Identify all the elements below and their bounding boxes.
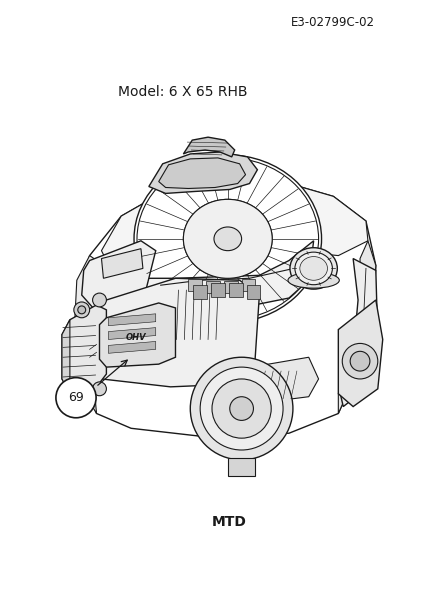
Ellipse shape (137, 158, 318, 320)
Circle shape (200, 367, 283, 450)
Polygon shape (109, 314, 156, 326)
Text: E3-02799C-02: E3-02799C-02 (291, 16, 375, 29)
Ellipse shape (288, 272, 339, 288)
Circle shape (74, 302, 89, 318)
Polygon shape (188, 279, 202, 291)
Polygon shape (242, 279, 255, 291)
Polygon shape (159, 158, 245, 188)
Polygon shape (229, 283, 243, 297)
Circle shape (56, 377, 96, 418)
Text: 69: 69 (68, 391, 84, 404)
Polygon shape (149, 152, 257, 193)
Polygon shape (62, 320, 70, 394)
Polygon shape (101, 248, 143, 278)
Polygon shape (224, 281, 238, 293)
Polygon shape (100, 303, 176, 367)
Polygon shape (246, 285, 260, 299)
Polygon shape (338, 300, 383, 407)
Polygon shape (74, 256, 112, 413)
Polygon shape (338, 241, 376, 413)
Ellipse shape (214, 227, 242, 251)
Circle shape (92, 293, 106, 307)
Ellipse shape (183, 199, 272, 278)
Polygon shape (240, 357, 318, 404)
Circle shape (78, 306, 86, 314)
Ellipse shape (295, 252, 332, 285)
Ellipse shape (300, 257, 327, 280)
Ellipse shape (134, 155, 321, 323)
Polygon shape (92, 278, 259, 387)
Circle shape (350, 352, 370, 371)
Circle shape (212, 379, 271, 438)
Polygon shape (183, 137, 235, 157)
Ellipse shape (183, 199, 272, 278)
Text: MTD: MTD (211, 515, 246, 529)
Polygon shape (62, 305, 106, 394)
Circle shape (92, 382, 106, 396)
Circle shape (190, 357, 293, 460)
Polygon shape (340, 259, 378, 407)
Polygon shape (101, 179, 368, 271)
Polygon shape (141, 241, 314, 308)
Text: OHV: OHV (126, 333, 146, 342)
Polygon shape (77, 179, 376, 436)
Polygon shape (206, 281, 220, 293)
Polygon shape (228, 458, 255, 476)
Polygon shape (211, 283, 225, 297)
Circle shape (230, 397, 254, 421)
Text: Model: 6 X 65 RHB: Model: 6 X 65 RHB (118, 85, 248, 98)
Polygon shape (193, 285, 207, 299)
Polygon shape (109, 341, 156, 353)
Circle shape (342, 343, 378, 379)
Polygon shape (82, 241, 156, 312)
Ellipse shape (290, 248, 338, 289)
Polygon shape (109, 328, 156, 340)
